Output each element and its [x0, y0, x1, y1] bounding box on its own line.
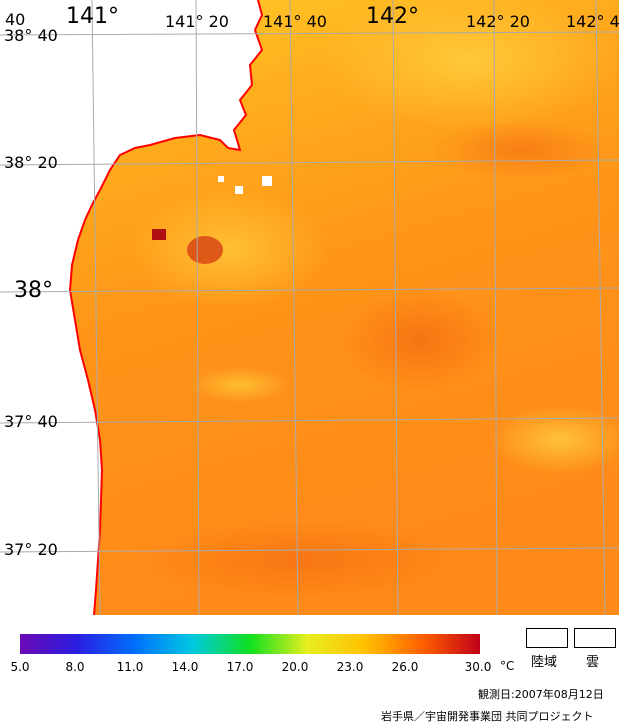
observation-date: 観測日:2007年08月12日: [478, 688, 604, 701]
warm-patch-south: [140, 520, 460, 600]
longitude-label: 142° 20: [466, 12, 530, 31]
cloud-legend-label: 雲: [586, 655, 600, 670]
longitude-label: 40: [5, 10, 26, 29]
cool-patch-mid: [190, 367, 290, 403]
latitude-label: 37° 20: [4, 540, 58, 559]
cool-patch-east: [490, 405, 619, 475]
colorbar-tick: 30.0: [464, 660, 492, 674]
land-mass: [0, 0, 262, 615]
colorbar-tick: 17.0: [226, 660, 254, 674]
warm-patch-mid: [340, 290, 500, 390]
longitude-label: 141° 40: [263, 12, 327, 31]
cloud-patch: [218, 176, 224, 182]
colorbar-tick: 11.0: [116, 660, 144, 674]
temperature-colorbar: [20, 634, 480, 654]
credit-text: 岩手県／宇宙開発事業団 共同プロジェクト: [381, 710, 594, 723]
cloud-patch: [235, 186, 243, 194]
latitude-label: 38° 40: [4, 26, 58, 45]
colorbar-tick: 26.0: [391, 660, 419, 674]
cloud-patch: [262, 176, 272, 186]
cloud-legend-swatch: [574, 628, 616, 648]
latitude-label: 37° 40: [4, 412, 58, 431]
coastline: [68, 0, 264, 615]
colorbar-tick: 14.0: [171, 660, 199, 674]
cool-patch-bay: [130, 190, 330, 310]
longitude-label: 142°: [366, 4, 419, 29]
land-legend-swatch: [526, 628, 568, 648]
latitude-label: 38°: [14, 278, 53, 303]
hot-spot-bay: [187, 236, 223, 264]
colorbar-tick: 5.0: [10, 660, 30, 674]
colorbar-tick: 8.0: [65, 660, 85, 674]
sea-surface-temperature-map: [0, 0, 619, 615]
colorbar-tick: 23.0: [336, 660, 364, 674]
colorbar-tick: 20.0: [281, 660, 309, 674]
graticule: [0, 0, 619, 615]
land-legend-label: 陸域: [531, 655, 558, 670]
warm-patch-east: [430, 120, 610, 180]
latitude-label: 38° 20: [4, 153, 58, 172]
colorbar-unit: °C: [500, 659, 515, 673]
hot-spot-small: [152, 229, 166, 240]
longitude-label: 141° 20: [165, 12, 229, 31]
longitude-label: 141°: [66, 4, 119, 29]
longitude-label: 142° 4: [566, 12, 619, 31]
